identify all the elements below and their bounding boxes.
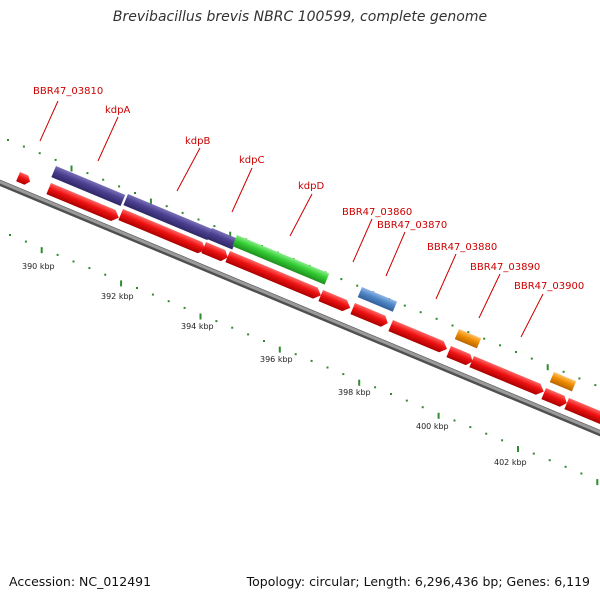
topology-length-genes-text: Topology: circular; Length: 6,296,436 bp… [246, 574, 590, 589]
leader-bbr47-03880 [435, 253, 457, 300]
leader-bbr47-03900 [520, 293, 544, 338]
gene-labels: BBR47_03810 kdpA kdpB kdpC kdpD BBR47_03… [33, 86, 584, 292]
gene-arrow-bbr47-03810 [16, 172, 31, 185]
gene-label: BBR47_03890 [470, 262, 540, 273]
scale-label: 394 kbp [181, 322, 214, 331]
leader-bbr47-03810 [39, 100, 59, 142]
cds-arrow-kdpD [225, 251, 321, 299]
gene-label: kdpB [185, 136, 210, 147]
scale-label: 400 kbp [416, 422, 449, 431]
gene-features [16, 166, 600, 428]
kdpC-feature [207, 228, 237, 250]
gene-label: BBR47_03870 [377, 220, 447, 231]
kdpA-feature [51, 166, 126, 206]
scale-label: 402 kbp [494, 458, 527, 467]
kdpB-feature [123, 194, 212, 241]
leader-bbr47-03870 [385, 231, 406, 277]
gene-label: BBR47_03860 [342, 207, 412, 218]
label-leader-lines [39, 100, 544, 338]
leader-kdpA [97, 116, 119, 162]
gene-label: kdpA [105, 105, 130, 116]
leader-kdpB [176, 147, 201, 192]
cds-arrow-bbr47-03880 [388, 320, 447, 353]
cds-arrow-kdpB [118, 209, 206, 254]
inner-tick-marks [9, 234, 599, 486]
cds-arrow-bbr47-03860 [318, 290, 351, 312]
gene-label: kdpD [298, 181, 324, 192]
gene-label: BBR47_03810 [33, 86, 103, 97]
cds-arrow-bbr47-03870 [350, 303, 388, 327]
leader-bbr47-03860 [352, 218, 373, 263]
scale-label: 398 kbp [338, 388, 371, 397]
bbr47-03870-feature [357, 287, 398, 312]
bbr47-03900-feature [549, 372, 577, 392]
bbr47-03890-feature [454, 329, 482, 349]
leader-bbr47-03890 [478, 273, 501, 319]
genome-backbone [0, 179, 600, 437]
cds-arrow-bbr47-03900-a [541, 388, 567, 407]
scale-label: 396 kbp [260, 355, 293, 364]
leader-kdpD [289, 193, 313, 237]
map-title: Brevibacillus brevis NBRC 100599, comple… [112, 9, 488, 25]
cds-arrow-bbr47-03900-b [564, 398, 600, 428]
accession-text: Accession: NC_012491 [9, 574, 152, 589]
gene-label: kdpC [239, 155, 264, 166]
cds-arrow-bbr47-03890-a [446, 346, 473, 366]
scale-label: 390 kbp [22, 262, 55, 271]
kdpD-feature [232, 235, 330, 285]
leader-kdpC [231, 167, 253, 213]
gene-label: BBR47_03900 [514, 281, 584, 292]
cds-arrow-kdpC [201, 242, 228, 262]
cds-arrow-kdpA [46, 183, 119, 222]
scale-label: 392 kbp [101, 292, 134, 301]
gene-label: BBR47_03880 [427, 242, 497, 253]
cds-arrow-bbr47-03890-b [469, 356, 544, 395]
scale-labels: 390 kbp 392 kbp 394 kbp 396 kbp 398 kbp … [22, 262, 527, 467]
